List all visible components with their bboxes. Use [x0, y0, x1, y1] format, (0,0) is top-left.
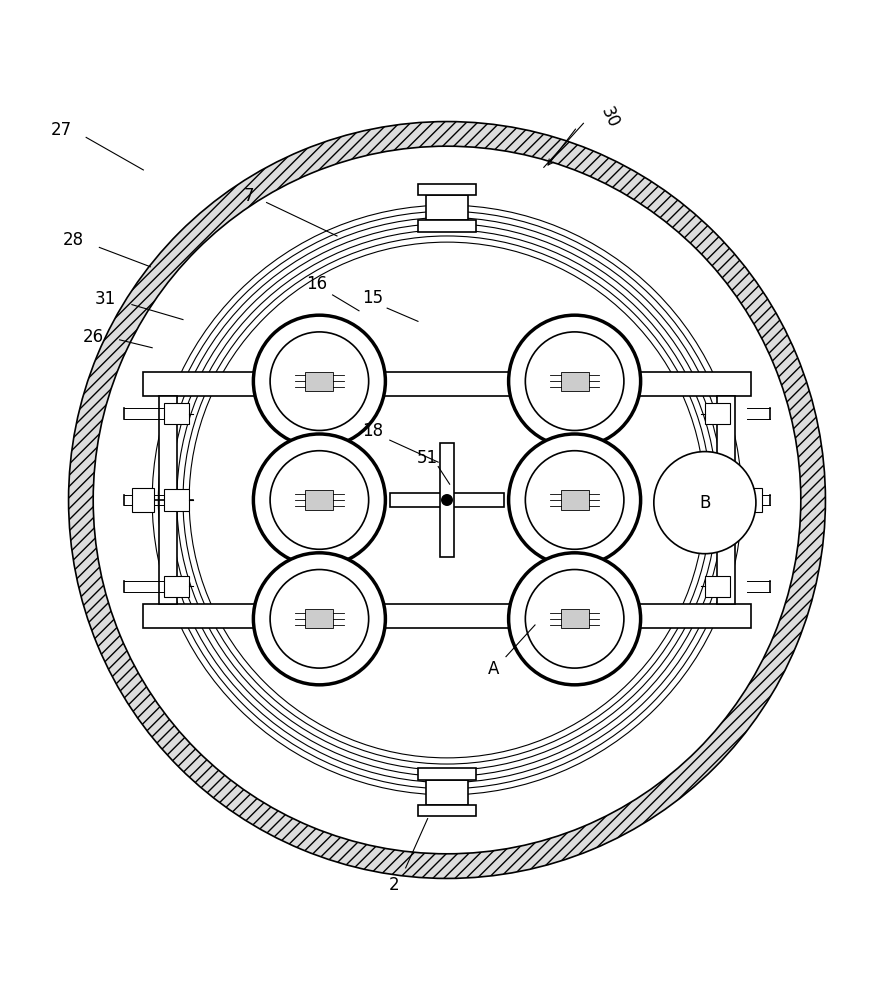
Bar	[561, 490, 588, 510]
Bar	[132, 488, 154, 512]
Bar	[426, 195, 468, 220]
Text: A: A	[488, 660, 500, 678]
Circle shape	[509, 553, 641, 685]
Circle shape	[270, 570, 368, 668]
Circle shape	[253, 553, 385, 685]
Circle shape	[526, 332, 624, 430]
Text: 51: 51	[417, 449, 438, 467]
Bar	[306, 490, 333, 510]
Bar	[704, 403, 730, 424]
Circle shape	[509, 315, 641, 447]
Bar	[717, 396, 735, 604]
Bar	[418, 220, 476, 232]
Bar	[418, 184, 476, 195]
Text: 26: 26	[82, 328, 104, 346]
Circle shape	[270, 451, 368, 549]
Circle shape	[270, 332, 368, 430]
Circle shape	[526, 451, 624, 549]
Bar	[306, 609, 333, 628]
Bar	[704, 489, 730, 511]
Bar	[561, 372, 588, 391]
Circle shape	[654, 452, 756, 554]
Bar	[143, 604, 751, 628]
Bar	[164, 576, 190, 597]
Text: B: B	[699, 494, 711, 512]
Bar	[164, 489, 190, 511]
Circle shape	[509, 434, 641, 566]
Bar	[159, 396, 177, 604]
Text: 2: 2	[389, 876, 400, 894]
Circle shape	[253, 434, 385, 566]
Bar	[440, 443, 454, 557]
Bar	[426, 780, 468, 805]
Circle shape	[526, 570, 624, 668]
Circle shape	[442, 495, 452, 505]
Text: 28: 28	[63, 231, 83, 249]
Text: 7: 7	[244, 187, 254, 205]
Text: 16: 16	[306, 275, 327, 293]
Bar	[390, 493, 504, 507]
Bar	[561, 609, 588, 628]
Circle shape	[253, 315, 385, 447]
Text: 15: 15	[362, 289, 383, 307]
Text: 30: 30	[597, 104, 622, 131]
Bar	[143, 372, 751, 396]
Bar	[418, 768, 476, 780]
Text: 18: 18	[362, 422, 383, 440]
Bar	[704, 576, 730, 597]
Text: 31: 31	[95, 290, 116, 308]
Text: 27: 27	[51, 121, 72, 139]
Bar	[418, 805, 476, 816]
Bar	[740, 488, 762, 512]
Bar	[164, 403, 190, 424]
Bar	[306, 372, 333, 391]
